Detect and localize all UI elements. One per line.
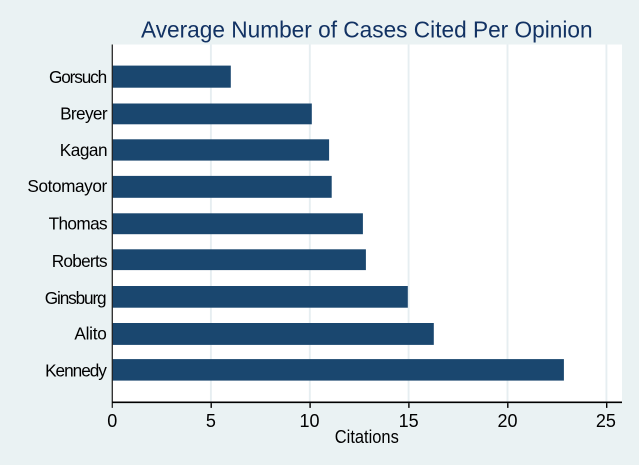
svg-text:Sotomayor: Sotomayor <box>27 176 107 196</box>
svg-text:0: 0 <box>107 411 117 431</box>
svg-text:Kagan: Kagan <box>60 140 108 160</box>
svg-text:Thomas: Thomas <box>49 213 108 233</box>
svg-text:Citations: Citations <box>335 427 399 447</box>
svg-text:Alito: Alito <box>74 323 106 343</box>
svg-text:20: 20 <box>497 411 517 431</box>
svg-text:Average Number of Cases Cited: Average Number of Cases Cited Per Opinio… <box>141 16 593 42</box>
svg-text:Gorsuch: Gorsuch <box>49 67 107 87</box>
svg-text:15: 15 <box>399 411 419 431</box>
svg-text:5: 5 <box>206 411 216 431</box>
svg-text:Roberts: Roberts <box>52 251 108 271</box>
svg-text:Kennedy: Kennedy <box>45 360 107 380</box>
svg-text:10: 10 <box>299 411 319 431</box>
svg-text:Breyer: Breyer <box>60 104 108 124</box>
svg-text:25: 25 <box>596 411 616 431</box>
svg-text:Ginsburg: Ginsburg <box>45 288 107 308</box>
